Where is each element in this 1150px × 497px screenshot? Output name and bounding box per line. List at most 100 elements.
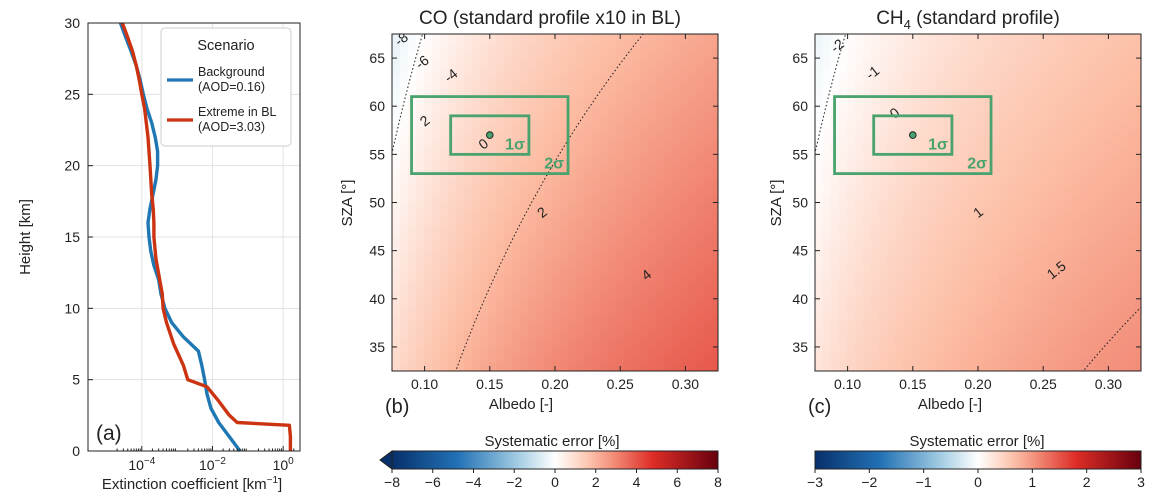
pb-heat-cell: [608, 138, 617, 147]
pb-heat-cell: [560, 362, 569, 371]
pb-heat-cell: [600, 226, 609, 235]
pc-heat-cell: [983, 218, 992, 227]
pc-heat-cell: [943, 306, 952, 315]
pc-heat-cell: [1127, 314, 1136, 323]
panel-a-xtick-label-0: 10−4: [128, 456, 155, 473]
pc-heat-cell: [847, 322, 856, 331]
pb-heat-cell: [528, 154, 537, 163]
pb-heat-cell: [688, 234, 697, 243]
pb-heat-cell: [616, 354, 625, 363]
pc-heat-cell: [1103, 74, 1112, 83]
pb-heat-cell: [416, 242, 425, 251]
pb-heat-cell: [696, 50, 705, 59]
pc-heat-cell: [911, 82, 920, 91]
pb-heat-cell: [648, 282, 657, 291]
pc-heat-cell: [1055, 34, 1064, 43]
pc-heat-cell: [815, 74, 824, 83]
pc-heat-cell: [1063, 34, 1072, 43]
pc-heat-cell: [1047, 242, 1056, 251]
pb-heat-cell: [472, 50, 481, 59]
pc-heat-cell: [1103, 306, 1112, 315]
pb-heat-cell: [672, 66, 681, 75]
pc-heat-cell: [1071, 210, 1080, 219]
pb-heat-cell: [432, 186, 441, 195]
pc-heat-cell: [903, 314, 912, 323]
pb-heat-cell: [592, 202, 601, 211]
pc-heat-cell: [951, 298, 960, 307]
pb-heat-cell: [472, 194, 481, 203]
pc-heat-cell: [919, 66, 928, 75]
extreme-series-line: [120, 22, 293, 451]
pc-heat-cell: [975, 306, 984, 315]
pb-heat-cell: [600, 250, 609, 259]
pb-heat-cell: [608, 330, 617, 339]
pc-heat-cell: [1095, 90, 1104, 99]
pb-colorbar-tick-label-1: −6: [425, 474, 441, 490]
pc-heat-cell: [999, 298, 1008, 307]
pc-heat-cell: [991, 186, 1000, 195]
pb-heat-cell: [592, 330, 601, 339]
pc-heat-cell: [1047, 322, 1056, 331]
pc-heat-cell: [815, 42, 824, 51]
pb-heat-cell: [456, 210, 465, 219]
pb-heat-cell: [464, 66, 473, 75]
pc-heat-cell: [1023, 154, 1032, 163]
pc-heat-cell: [815, 34, 824, 43]
pc-heat-cell: [1135, 50, 1141, 59]
pb-heat-cell: [688, 250, 697, 259]
pc-heat-cell: [1015, 306, 1024, 315]
pc-heat-cell: [847, 82, 856, 91]
pb-heat-cell: [464, 162, 473, 171]
pb-heat-cell: [712, 362, 718, 371]
pc-heat-cell: [943, 250, 952, 259]
pc-heat-cell: [823, 162, 832, 171]
pc-contour-line-0: [719, 17, 721, 391]
pb-heat-cell: [632, 170, 641, 179]
pc-heat-cell: [823, 42, 832, 51]
legend-entry-extreme-line1: Extreme in BL: [198, 105, 277, 119]
pb-box-2sigma-label: 2σ: [544, 156, 564, 173]
pb-heat-cell: [688, 306, 697, 315]
pb-heat-cell: [448, 306, 457, 315]
pb-heat-cell: [392, 290, 401, 299]
pb-heat-cell: [712, 266, 718, 275]
pb-heat-cell: [672, 282, 681, 291]
pc-heat-cell: [927, 186, 936, 195]
pb-heat-cell: [472, 362, 481, 371]
pb-heat-cell: [520, 338, 529, 347]
pc-heat-cell: [1071, 306, 1080, 315]
pc-heat-cell: [959, 154, 968, 163]
pb-heat-cell: [496, 154, 505, 163]
pb-heat-cell: [416, 66, 425, 75]
pc-heat-cell: [919, 74, 928, 83]
pc-heat-cell: [1055, 218, 1064, 227]
pc-heat-cell: [1095, 154, 1104, 163]
pb-heat-cell: [656, 298, 665, 307]
pc-heat-cell: [863, 266, 872, 275]
pb-heat-cell: [568, 50, 577, 59]
pb-heat-cell: [488, 34, 497, 43]
pb-heat-cell: [424, 106, 433, 115]
pb-heat-cell: [664, 258, 673, 267]
pb-heat-cell: [656, 202, 665, 211]
pc-heat-cell: [1023, 314, 1032, 323]
legend-title: Scenario: [197, 38, 254, 54]
pb-heat-cell: [568, 202, 577, 211]
pc-heat-cell: [1135, 242, 1141, 251]
pb-heat-cell: [656, 58, 665, 67]
pc-heat-cell: [919, 34, 928, 43]
pb-heat-cell: [560, 210, 569, 219]
pc-heat-cell: [975, 178, 984, 187]
pc-heat-cell: [1103, 162, 1112, 171]
pb-heat-cell: [624, 170, 633, 179]
pb-heat-cell: [688, 274, 697, 283]
pc-heat-cell: [1087, 306, 1096, 315]
pc-heat-cell: [1031, 50, 1040, 59]
pb-heat-cell: [520, 306, 529, 315]
pc-heat-cell: [1103, 266, 1112, 275]
pc-heat-cell: [847, 178, 856, 187]
pb-heat-cell: [512, 82, 521, 91]
pc-heat-cell: [887, 226, 896, 235]
pb-heat-cell: [408, 290, 417, 299]
pc-heat-cell: [1103, 154, 1112, 163]
